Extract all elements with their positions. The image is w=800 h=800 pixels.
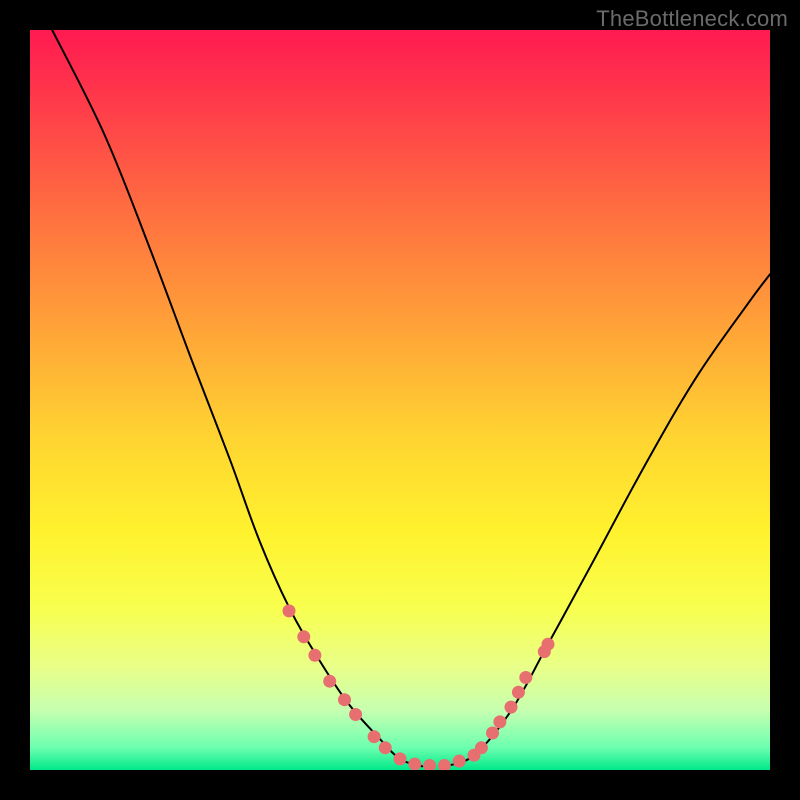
- data-marker: [308, 649, 321, 662]
- data-marker: [297, 630, 310, 643]
- data-marker: [512, 686, 525, 699]
- data-marker: [349, 708, 362, 721]
- data-marker: [505, 701, 518, 714]
- bottleneck-chart: [30, 30, 770, 770]
- data-marker: [519, 671, 532, 684]
- data-marker: [486, 727, 499, 740]
- data-marker: [493, 715, 506, 728]
- data-marker: [542, 638, 555, 651]
- data-marker: [475, 741, 488, 754]
- gradient-background: [30, 30, 770, 770]
- data-marker: [368, 730, 381, 743]
- data-marker: [323, 675, 336, 688]
- chart-container: [30, 30, 770, 770]
- data-marker: [394, 752, 407, 765]
- data-marker: [408, 758, 421, 770]
- data-marker: [338, 693, 351, 706]
- data-marker: [453, 755, 466, 768]
- data-marker: [283, 604, 296, 617]
- data-marker: [379, 741, 392, 754]
- watermark-text: TheBottleneck.com: [596, 6, 788, 32]
